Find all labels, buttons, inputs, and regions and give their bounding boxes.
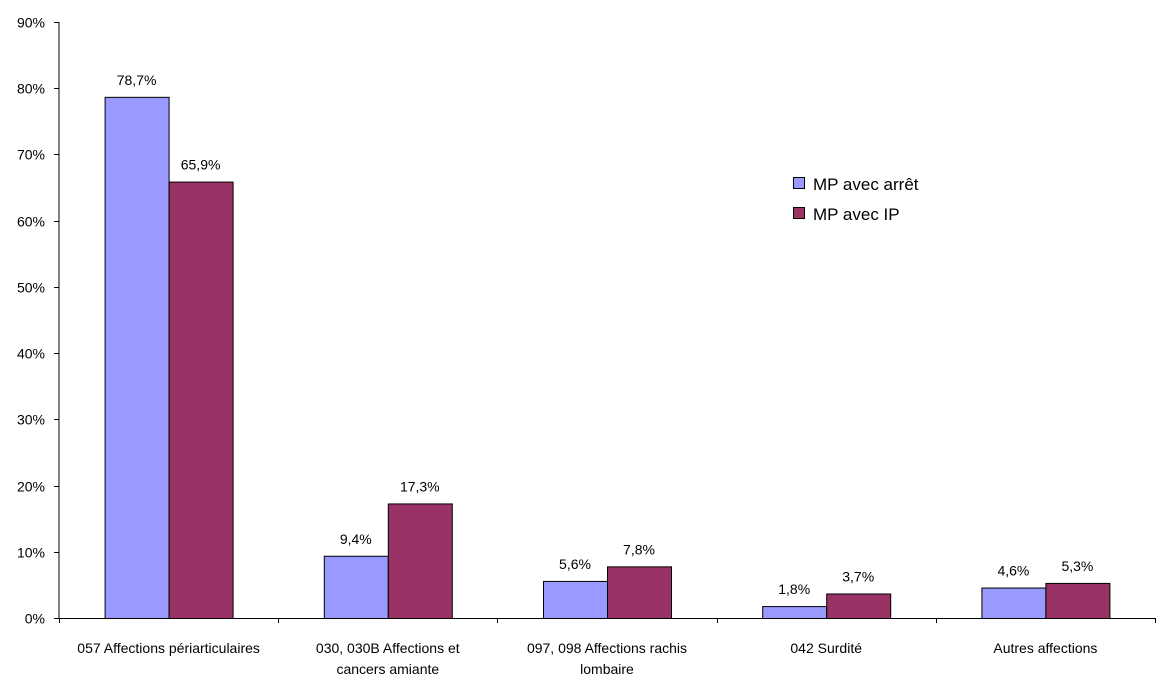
bar: [168, 181, 234, 619]
bar: [762, 606, 828, 620]
bar: [323, 555, 389, 619]
data-labels: 78,7% 9,4% 5,6% 1,8% 4,6% 65,9% 17,3% 7,8% 3,7% 5…: [117, 72, 1094, 597]
legend: MP avec arrêt MP avec IP: [793, 175, 919, 224]
y-tick-label: 0%: [25, 611, 45, 627]
x-tick-label: 030, 030B Affections et cancers amiante: [316, 640, 460, 677]
x-tick-label: 057 Affections périarticulaires: [77, 640, 260, 656]
data-label: 65,9%: [181, 157, 221, 173]
y-axis: 0% 10% 20% 30% 40% 50% 60% 70% 80% 90%: [17, 15, 60, 627]
bar: [543, 580, 608, 619]
bar: [981, 587, 1047, 620]
data-label: 9,4%: [340, 531, 372, 547]
bar: [387, 503, 453, 619]
x-tick-label: 097, 098 Affections rachis lombaire: [527, 640, 687, 677]
y-tick-label: 90%: [17, 15, 45, 31]
bar: [826, 593, 892, 620]
y-tick-label: 80%: [17, 81, 45, 97]
data-label: 78,7%: [117, 72, 157, 88]
bar: [104, 96, 170, 619]
bars: [104, 96, 1111, 620]
y-tick-label: 30%: [17, 412, 45, 428]
x-tick-label: 042 Surdité: [790, 640, 862, 656]
legend-swatch: [793, 207, 805, 219]
data-label: 5,3%: [1061, 558, 1093, 574]
x-tick-label: Autres affections: [993, 640, 1097, 656]
legend-label: MP avec arrêt: [813, 175, 919, 194]
data-label: 3,7%: [842, 568, 874, 584]
data-label: 1,8%: [778, 581, 810, 597]
y-tick-label: 10%: [17, 545, 45, 561]
y-tick-label: 40%: [17, 346, 45, 362]
data-label: 5,6%: [559, 556, 591, 572]
x-axis: 057 Affections périarticulaires 030, 030B…: [59, 618, 1156, 677]
bar: [607, 566, 672, 620]
y-tick-label: 50%: [17, 280, 45, 296]
y-tick-label: 20%: [17, 479, 45, 495]
legend-label: MP avec IP: [813, 205, 900, 224]
y-tick-label: 70%: [17, 147, 45, 163]
y-tick-label: 60%: [17, 214, 45, 230]
bar: [1045, 582, 1111, 619]
data-label: 4,6%: [997, 563, 1029, 579]
legend-swatch: [793, 177, 805, 189]
data-label: 17,3%: [400, 478, 440, 494]
data-label: 7,8%: [623, 541, 655, 557]
